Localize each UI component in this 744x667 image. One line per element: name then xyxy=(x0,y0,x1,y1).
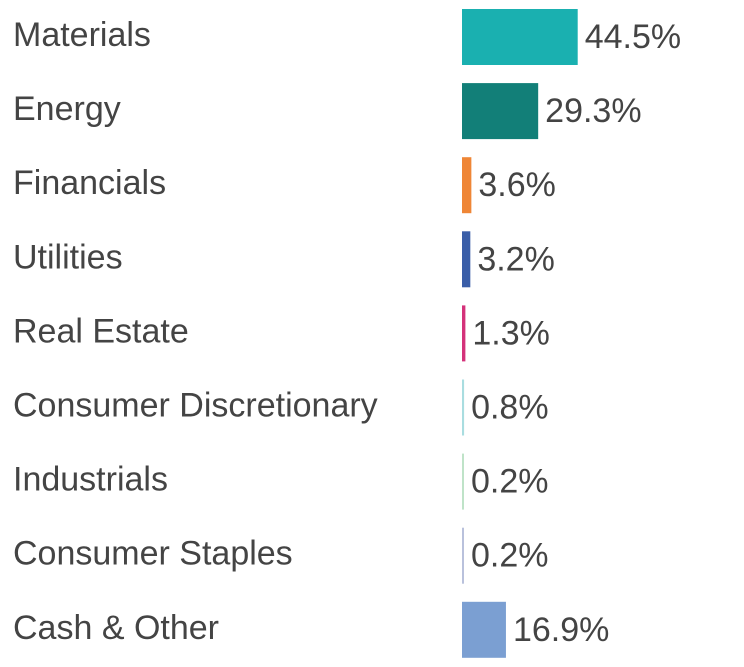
value-label-consumer-staples: 0.2% xyxy=(471,537,549,575)
value-label-materials: 44.5% xyxy=(585,18,681,56)
bars xyxy=(462,9,578,658)
bar-financials xyxy=(462,157,472,214)
value-label-industrials: 0.2% xyxy=(471,463,549,501)
category-label-industrials: Industrials xyxy=(13,461,168,499)
value-label-consumer-discretionary: 0.8% xyxy=(471,388,548,426)
bar-materials xyxy=(462,9,578,65)
bar-consumer-staples xyxy=(462,527,464,584)
bar-real-estate xyxy=(462,305,466,362)
bar-utilities xyxy=(462,231,471,288)
value-label-energy: 29.3% xyxy=(545,92,641,130)
category-label-consumer-staples: Consumer Staples xyxy=(13,535,293,573)
category-label-consumer-discretionary: Consumer Discretionary xyxy=(13,386,378,424)
category-labels: Materials Energy Financials Utilities Real E… xyxy=(13,16,378,647)
bar-industrials xyxy=(462,453,464,510)
bar-consumer-discretionary xyxy=(462,379,465,436)
category-label-utilities: Utilities xyxy=(13,238,123,276)
bar-energy xyxy=(462,83,539,140)
value-label-utilities: 3.2% xyxy=(477,240,555,278)
category-label-energy: Energy xyxy=(13,90,121,128)
value-label-financials: 3.6% xyxy=(478,166,556,204)
bar-cash-and-other xyxy=(462,601,506,658)
value-labels: 44.5% 29.3% 3.6% 3.2% 1.3% 0.8% 0.2% 0.2% 16.9% xyxy=(471,18,681,649)
category-label-financials: Financials xyxy=(13,164,166,202)
category-label-materials: Materials xyxy=(13,16,151,54)
value-label-real-estate: 1.3% xyxy=(472,314,550,352)
value-label-cash-and-other: 16.9% xyxy=(513,611,609,649)
category-label-cash-and-other: Cash & Other xyxy=(13,609,219,647)
category-label-real-estate: Real Estate xyxy=(13,312,189,350)
